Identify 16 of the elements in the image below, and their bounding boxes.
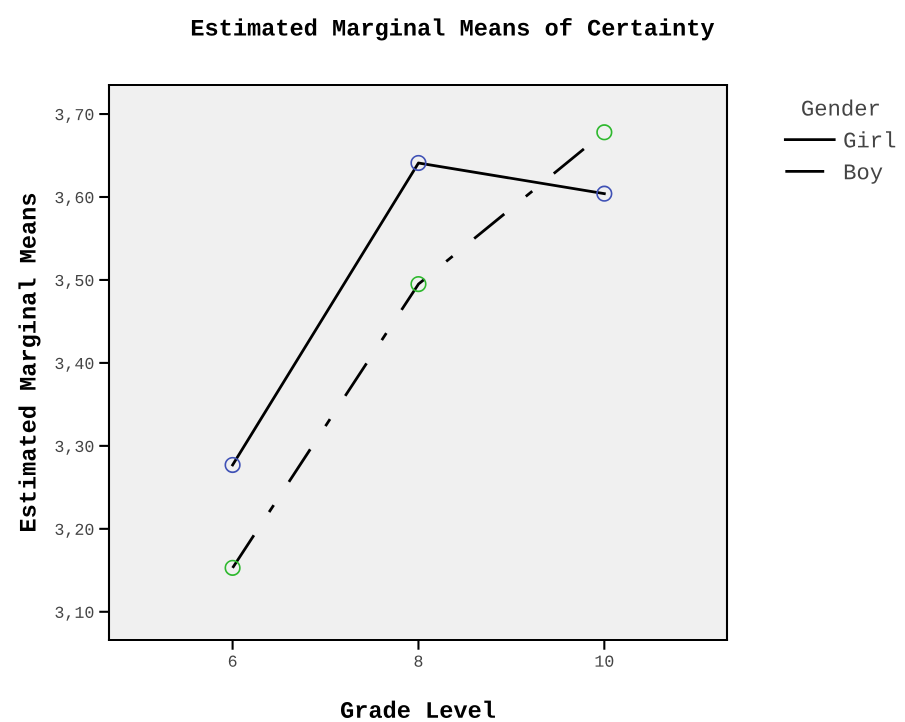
chart-title: Estimated Marginal Means of Certainty [192,18,714,41]
y-tick-label: 3,30 [55,440,94,455]
y-tick-label: 3,40 [55,358,94,372]
legend-title: Gender [802,99,879,116]
y-tick-label: 3,20 [55,524,94,538]
y-axis-title: Estimated Marginal Means [18,194,41,531]
y-tick-label: 3,70 [55,108,94,124]
legend-label: Girl [844,131,896,148]
y-tick-label: 3,10 [55,606,94,621]
y-tick-label: 3,50 [55,274,94,289]
x-axis-title: Grade Level [340,700,495,718]
x-tick-label: 6 [228,656,237,667]
y-tick-label: 3,60 [55,192,94,206]
x-tick-label: 8 [414,656,422,667]
x-tick-label: 10 [596,656,614,667]
legend-label: Boy [844,164,882,184]
